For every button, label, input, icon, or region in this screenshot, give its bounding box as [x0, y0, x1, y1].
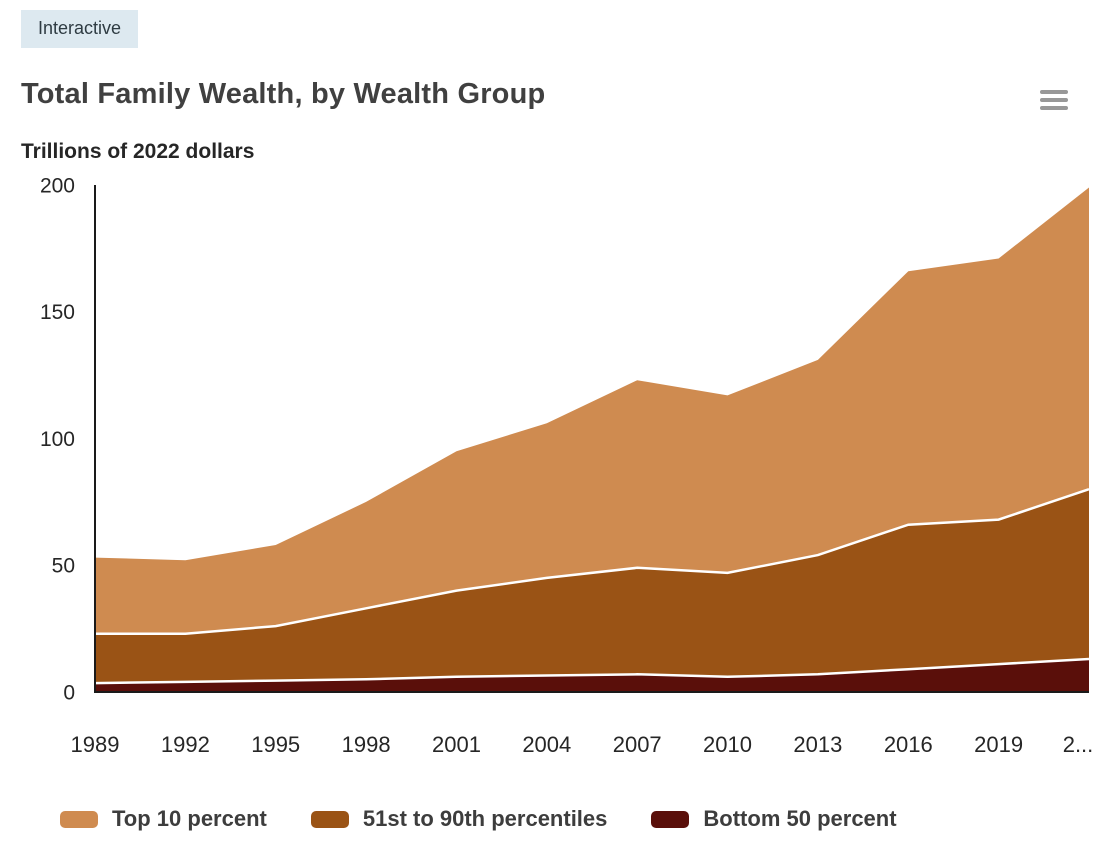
- x-axis-tick-label: 2004: [522, 732, 571, 757]
- interactive-badge: Interactive: [21, 10, 139, 48]
- hamburger-bar: [1040, 98, 1068, 102]
- hamburger-bar: [1040, 90, 1068, 94]
- legend-item-51st-to-90th-percentiles[interactable]: 51st to 90th percentiles: [310, 806, 608, 832]
- hamburger-bar: [1040, 106, 1068, 110]
- x-axis-tick-label: 2007: [613, 732, 662, 757]
- chart-legend: Top 10 percent 51st to 90th percentiles …: [60, 806, 897, 832]
- area-51st-to-90th-percentiles[interactable]: [95, 489, 1089, 692]
- x-axis-tick-label: 1995: [251, 732, 300, 757]
- stacked-area-chart[interactable]: 0 50 100 150 200 1989 1992 1995 1998 2001 2004 2007…: [0, 170, 1100, 775]
- legend-item-top-10-percent[interactable]: Top 10 percent: [60, 806, 267, 832]
- chart-axes: [94, 185, 1089, 693]
- x-axis-tick-label: 1992: [161, 732, 210, 757]
- x-axis-tick-label: 2010: [703, 732, 752, 757]
- x-axis-tick-label: 2019: [974, 732, 1023, 757]
- y-axis-tick-label: 50: [52, 555, 75, 578]
- legend-swatch-bottom-50-percent: [651, 810, 690, 828]
- y-axis-tick-label: 150: [40, 301, 75, 324]
- y-axis-tick-label: 200: [40, 174, 75, 197]
- x-axis-tick-label: 2013: [793, 732, 842, 757]
- x-axis-tick-label: 2...: [1063, 732, 1094, 757]
- x-axis-tick-label: 1998: [342, 732, 391, 757]
- x-axis-tick-label: 2016: [884, 732, 933, 757]
- chart-units-label: Trillions of 2022 dollars: [21, 140, 255, 163]
- layer-separator-line: [95, 488, 1090, 635]
- layer-separator-line: [94, 657, 1090, 685]
- y-axis-tick-label: 100: [40, 428, 75, 451]
- x-axis-tick-label: 1989: [71, 732, 120, 757]
- legend-swatch-51st-to-90th-percentiles: [310, 810, 349, 828]
- y-axis-tick-label: 0: [63, 681, 75, 704]
- chart-title: Total Family Wealth, by Wealth Group: [21, 78, 546, 110]
- legend-item-bottom-50-percent[interactable]: Bottom 50 percent: [651, 806, 897, 832]
- x-axis-tick-label: 2001: [432, 732, 481, 757]
- legend-swatch-top-10-percent: [60, 810, 98, 828]
- hamburger-menu-icon[interactable]: [1040, 90, 1068, 110]
- legend-label: 51st to 90th percentiles: [362, 806, 608, 831]
- legend-label: Top 10 percent: [112, 806, 267, 831]
- legend-label: Bottom 50 percent: [703, 806, 897, 831]
